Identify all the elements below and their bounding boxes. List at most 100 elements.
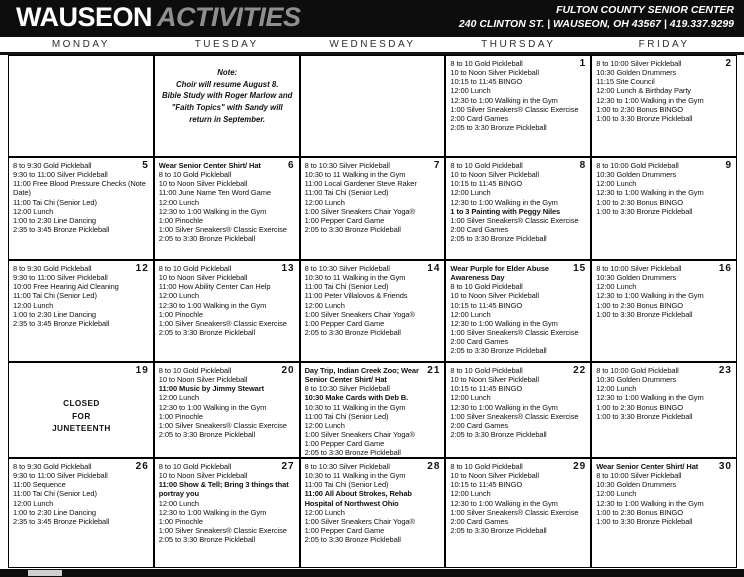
event-item: 10:15 to 11:45 BINGO xyxy=(450,300,523,310)
event-item: 10 to Noon Silver Pickleball xyxy=(158,471,248,481)
event-item: 8 to 10:30 Silver Pickleball xyxy=(304,462,390,471)
event-item: 2:05 to 3:30 Bronze Pickleball xyxy=(304,327,401,337)
event-item: 2:35 to 3:45 Bronze Pickleball xyxy=(13,516,110,526)
event-item: 10:30 to 11 Walking in the Gym xyxy=(304,402,406,412)
event-item: 2:05 to 3:30 Bronze Pickleball xyxy=(450,525,547,535)
event-item: 12:00 Lunch xyxy=(450,393,491,403)
event-item: 1:00 Silver Sneakers® Classic Exercise xyxy=(158,525,287,535)
calendar-cell-21: 21 Day Trip, Indian Creek Zoo; Wear Senio… xyxy=(300,363,445,457)
event-item: 2:00 Card Games xyxy=(450,337,509,347)
event-item: 10:15 to 11:45 BINGO xyxy=(450,480,523,490)
event-item: 12:00 Lunch xyxy=(158,393,199,403)
event-item: 1:00 Pinochle xyxy=(158,309,203,319)
date-number: 19 xyxy=(135,365,149,376)
event-item: 2:05 to 3:30 Bronze Pickleball xyxy=(450,234,547,244)
calendar-cell-8: 8 8 to 10 Gold Pickleball 10 to Noon Silve… xyxy=(446,158,591,259)
date-number: 12 xyxy=(135,263,149,274)
event-item: 10 to Noon Silver Pickleball xyxy=(450,471,539,481)
event-item: 8 to 10 Gold Pickleball xyxy=(450,161,523,170)
event-item: 8 to 10:30 Silver Pickleball xyxy=(304,264,390,273)
calendar-cell-15: 15 Wear Purple for Elder Abuse Awareness … xyxy=(446,261,591,361)
event-item: 11:00 Tai Chi (Senior Led) xyxy=(304,411,389,421)
event-item: 11:00 Local Gardener Steve Raker xyxy=(304,179,417,189)
event-item: 8 to 10:00 Silver Pickleball xyxy=(596,264,682,273)
calendar-cell-9: 9 8 to 10:00 Gold Pickleball 10:30 Golden … xyxy=(592,158,736,259)
event-item: 1:00 to 2:30 Line Dancing xyxy=(13,507,96,517)
event-item: 10:30 to 11 Walking in the Gym xyxy=(304,170,406,180)
event-item: 12:00 Lunch xyxy=(13,498,54,508)
date-number: 13 xyxy=(281,263,295,274)
calendar-cell-13: 13 8 to 10 Gold Pickleball 10 to Noon Silv… xyxy=(154,261,299,361)
date-number: 15 xyxy=(573,263,587,274)
scrollbar-thumb[interactable] xyxy=(28,570,62,576)
event-item: 12:30 to 1:00 Walking in the Gym xyxy=(158,300,267,310)
event-item: 2:05 to 3:30 Bronze Pickleball xyxy=(158,535,256,545)
event-item: 9:30 to 11:00 Silver Pickleball xyxy=(13,471,108,481)
contact-block: FULTON COUNTY SENIOR CENTER 240 CLINTON … xyxy=(459,4,734,31)
event-item: 12:00 Lunch xyxy=(450,188,491,198)
event-item: 1:00 Silver Sneakers® Classic Exercise xyxy=(158,420,287,430)
event-item: 1:00 to 2:30 Bonus BINGO xyxy=(596,104,684,114)
event-item: 1:00 to 2:30 Bonus BINGO xyxy=(596,507,684,517)
event-item: 12:30 to 1:00 Walking in the Gym xyxy=(450,95,558,105)
title-accent: ACTIVITIES xyxy=(157,2,301,32)
event-item: 9:30 to 11:00 Silver Pickleball xyxy=(13,170,108,180)
event-item: 10 to Noon Silver Pickleball xyxy=(450,291,539,301)
event-item: 8 to 10 Gold Pickleball xyxy=(158,264,232,273)
event-item: 2:00 Card Games xyxy=(450,113,509,123)
calendar-cell-5: 5 8 to 9:30 Gold Pickleball 9:30 to 11:00 … xyxy=(9,158,153,259)
event-item: 1:00 to 3:30 Bronze Pickleball xyxy=(596,309,693,319)
event-item: 1:00 Silver Sneakers® Classic Exercise xyxy=(450,215,579,225)
calendar-cell-27: 27 8 to 10 Gold Pickleball 10 to Noon Silv… xyxy=(154,459,299,567)
event-item: 8 to 10 Gold Pickleball xyxy=(158,462,232,471)
event-item: 11:00 Tai Chi (Senior Led) xyxy=(304,480,389,490)
event-item: 12:00 Lunch xyxy=(304,300,345,310)
event-item: 12:30 to 1:00 Walking in the Gym xyxy=(596,498,704,508)
date-number: 6 xyxy=(288,160,295,171)
title-main: WAUSEON xyxy=(16,2,153,32)
event-item: 12:00 Lunch xyxy=(596,489,637,499)
event-item: 1:00 to 3:30 Bronze Pickleball xyxy=(596,206,693,216)
event-item: 12:00 Lunch xyxy=(158,197,199,207)
day-header-wednesday: WEDNESDAY xyxy=(329,39,416,50)
event-item: 1:00 Pinochle xyxy=(158,516,203,526)
event-item: 11:00 Show & Tell; Bring 3 things that p… xyxy=(158,480,289,499)
event-item: Day Trip, Indian Creek Zoo; Wear Senior … xyxy=(304,366,419,385)
event-item: 10 to Noon Silver Pickleball xyxy=(450,170,539,180)
event-item: 1:00 Silver Sneakers® Classic Exercise xyxy=(450,411,579,421)
event-item: 11:00 Peter Villalovos & Friends xyxy=(304,291,408,301)
event-item: Wear Senior Center Shirt/ Hat xyxy=(158,161,261,170)
calendar-cell-16: 16 8 to 10:00 Silver Pickleball 10:30 Gold… xyxy=(592,261,736,361)
event-item: 10:15 to 11:45 BINGO xyxy=(450,77,523,87)
event-item: 12:30 to 1:00 Walking in the Gym xyxy=(596,95,704,105)
event-item: 10:15 to 11:45 BINGO xyxy=(450,384,523,394)
event-item: 2:05 to 3:30 Bronze Pickleball xyxy=(158,327,256,337)
event-item: 8 to 10 Gold Pickleball xyxy=(158,366,232,375)
app-header: WAUSEON ACTIVITIES FULTON COUNTY SENIOR C… xyxy=(0,0,744,37)
event-item: 2:00 Card Games xyxy=(450,420,509,430)
event-item: 12:30 to 1:00 Walking in the Gym xyxy=(158,507,267,517)
date-number: 29 xyxy=(573,461,587,472)
event-item: 11:00 Tai Chi (Senior Led) xyxy=(304,188,389,198)
event-item: Wear Senior Center Shirt/ Hat xyxy=(596,462,699,471)
event-item: 11:00 Tai Chi (Senior Led) xyxy=(13,197,97,207)
event-item: 1:00 Pepper Card Game xyxy=(304,215,385,225)
day-header-thursday: THURSDAY xyxy=(481,39,556,50)
calendar-cell-2: 2 8 to 10:00 Silver Pickleball 10:30 Golde… xyxy=(592,56,736,156)
calendar-cell-28: 28 8 to 10:30 Silver Pickleball 10:30 to 1… xyxy=(300,459,445,567)
page-title: WAUSEON ACTIVITIES xyxy=(16,2,301,33)
calendar-cell-6: 6 Wear Senior Center Shirt/ Hat 8 to 10 Go… xyxy=(154,158,299,259)
calendar-cell-26: 26 8 to 9:30 Gold Pickleball 9:30 to 11:00… xyxy=(9,459,153,567)
event-item: 2:35 to 3:45 Bronze Pickleball xyxy=(13,318,110,328)
event-item: 8 to 10:00 Gold Pickleball xyxy=(596,161,679,170)
event-item: 8 to 10:30 Silver Pickleball xyxy=(304,384,390,394)
event-item: 12:00 Lunch xyxy=(13,300,54,310)
event-item: 2:00 Card Games xyxy=(450,224,509,234)
event-item: 1:00 Pepper Card Game xyxy=(304,525,385,535)
weekday-header-row: MONDAY TUESDAY WEDNESDAY THURSDAY FRIDAY xyxy=(8,38,737,52)
event-item: 1:00 to 3:30 Bronze Pickleball xyxy=(596,411,693,421)
event-item: 2:05 to 3:30 Bronze Pickleball xyxy=(450,346,547,356)
event-item: 8 to 10 Gold Pickleball xyxy=(450,366,523,375)
address-line: 240 CLINTON ST. | WAUSEON, OH 43567 | 41… xyxy=(458,17,734,30)
event-item: 10 to Noon Silver Pickleball xyxy=(158,273,248,283)
